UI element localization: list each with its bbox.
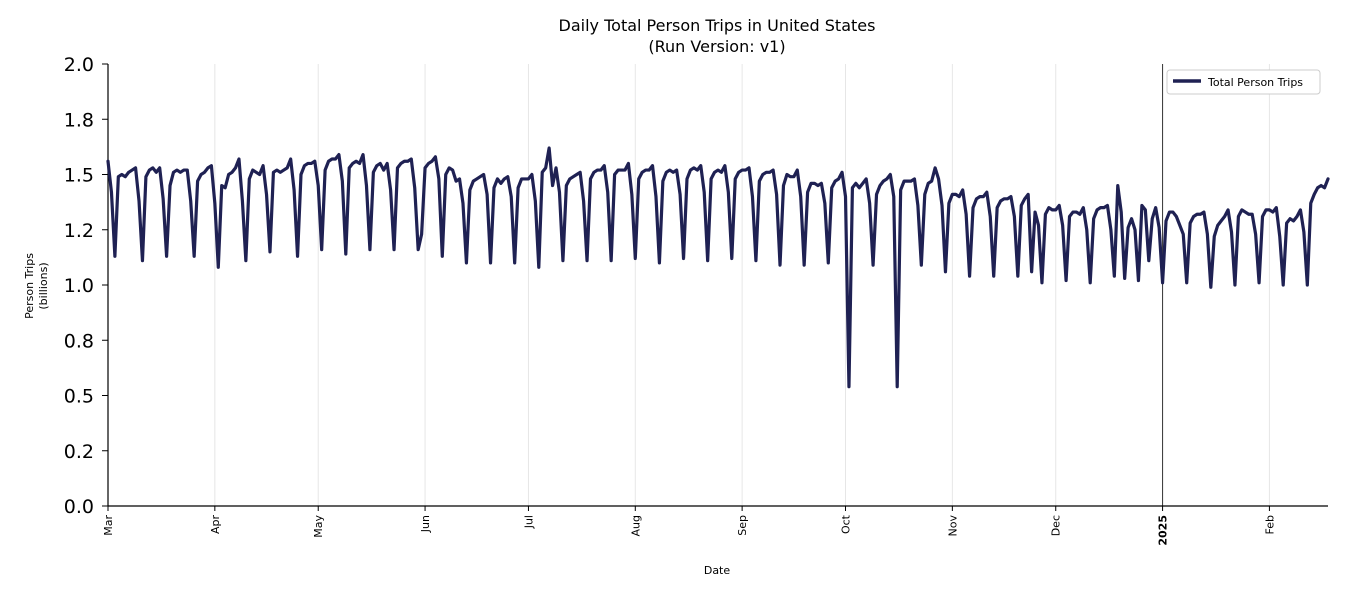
y-tick-label: 0.5	[64, 386, 94, 408]
x-tick-label: Dec	[1050, 515, 1063, 536]
x-tick-label: Aug	[629, 515, 642, 536]
chart-title: Daily Total Person Trips in United State…	[559, 16, 876, 35]
x-tick-label: Nov	[946, 515, 959, 537]
y-axis-label: Person Trips	[23, 253, 36, 319]
y-tick-label: 1.2	[64, 220, 94, 242]
x-tick-label: Feb	[1263, 515, 1276, 534]
legend-box	[1166, 69, 1321, 95]
x-tick-label: Apr	[209, 515, 222, 535]
x-tick-label: Jun	[419, 515, 432, 533]
y-tick-label: 0.2	[64, 441, 94, 463]
x-tick-label: May	[312, 515, 325, 538]
y-axis-unit-label: (billions)	[37, 262, 50, 309]
x-ticks: Mar Apr May Jun Jul Aug Sep Oct Nov Dec 2025 Feb	[102, 506, 1276, 546]
legend: Total Person Trips	[1166, 69, 1321, 95]
axes	[107, 64, 1328, 507]
x-tick-label: Sep	[736, 515, 749, 536]
y-tick-label: 1.8	[64, 109, 94, 131]
y-tick-label: 2.0	[64, 54, 94, 76]
y-tick-label: 1.5	[64, 165, 94, 187]
x-tick-label: 2025	[1157, 515, 1170, 546]
y-ticks: 0.0 0.2 0.5 0.8 1.0 1.2 1.5 1.8 2.0	[64, 54, 108, 518]
y-tick-label: 1.0	[64, 275, 94, 297]
y-tick-label: 0.8	[64, 330, 94, 352]
x-axis-label: Date	[704, 564, 731, 577]
x-tick-label: Jul	[522, 515, 535, 529]
series-line-total-person-trips	[106, 146, 1330, 389]
x-tick-label: Mar	[102, 515, 115, 536]
x-tick-label: Oct	[840, 514, 853, 534]
x-gridlines	[107, 64, 1270, 506]
chart-subtitle: (Run Version: v1)	[648, 37, 785, 56]
series-layer	[106, 146, 1330, 389]
y-tick-label: 0.0	[64, 496, 94, 518]
legend-label: Total Person Trips	[1207, 76, 1303, 89]
